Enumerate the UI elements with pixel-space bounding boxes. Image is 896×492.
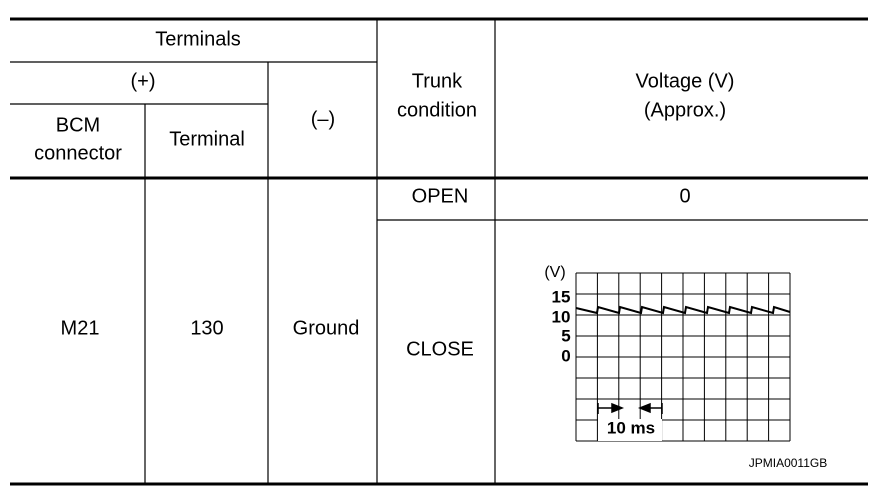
header-plus: (+) bbox=[131, 70, 156, 92]
table-borders bbox=[10, 17, 868, 486]
cell-connector: M21 bbox=[61, 317, 100, 339]
cell-minus: Ground bbox=[293, 317, 360, 339]
cell-condition: OPEN bbox=[412, 185, 469, 207]
cell-condition: CLOSE bbox=[406, 338, 474, 360]
figure-id: JPMIA0011GB bbox=[749, 456, 827, 470]
header-terminals: Terminals bbox=[155, 28, 241, 50]
scope-scale: 10 bbox=[552, 307, 571, 326]
scope-scale: 15 bbox=[552, 287, 571, 306]
scope-grid bbox=[575, 272, 791, 442]
scope-scale: 0 bbox=[561, 346, 570, 365]
header-bcm: connector bbox=[34, 142, 122, 164]
waveform bbox=[575, 305, 791, 315]
header-trunk: Trunk bbox=[412, 70, 463, 92]
cell-terminal: 130 bbox=[190, 317, 223, 339]
scope-scale: 5 bbox=[561, 326, 570, 345]
scope-unit: (V) bbox=[544, 264, 565, 281]
scope-time: 10 ms bbox=[607, 418, 655, 437]
header-voltage: (Approx.) bbox=[644, 99, 726, 121]
header-minus: (–) bbox=[311, 108, 335, 130]
header-terminal: Terminal bbox=[169, 128, 245, 150]
time-arrow bbox=[597, 402, 663, 414]
label-bg bbox=[598, 419, 662, 441]
header-voltage: Voltage (V) bbox=[636, 70, 735, 92]
header-trunk: condition bbox=[397, 99, 477, 121]
header-bcm: BCM bbox=[56, 114, 100, 136]
cell-voltage: 0 bbox=[679, 185, 690, 207]
